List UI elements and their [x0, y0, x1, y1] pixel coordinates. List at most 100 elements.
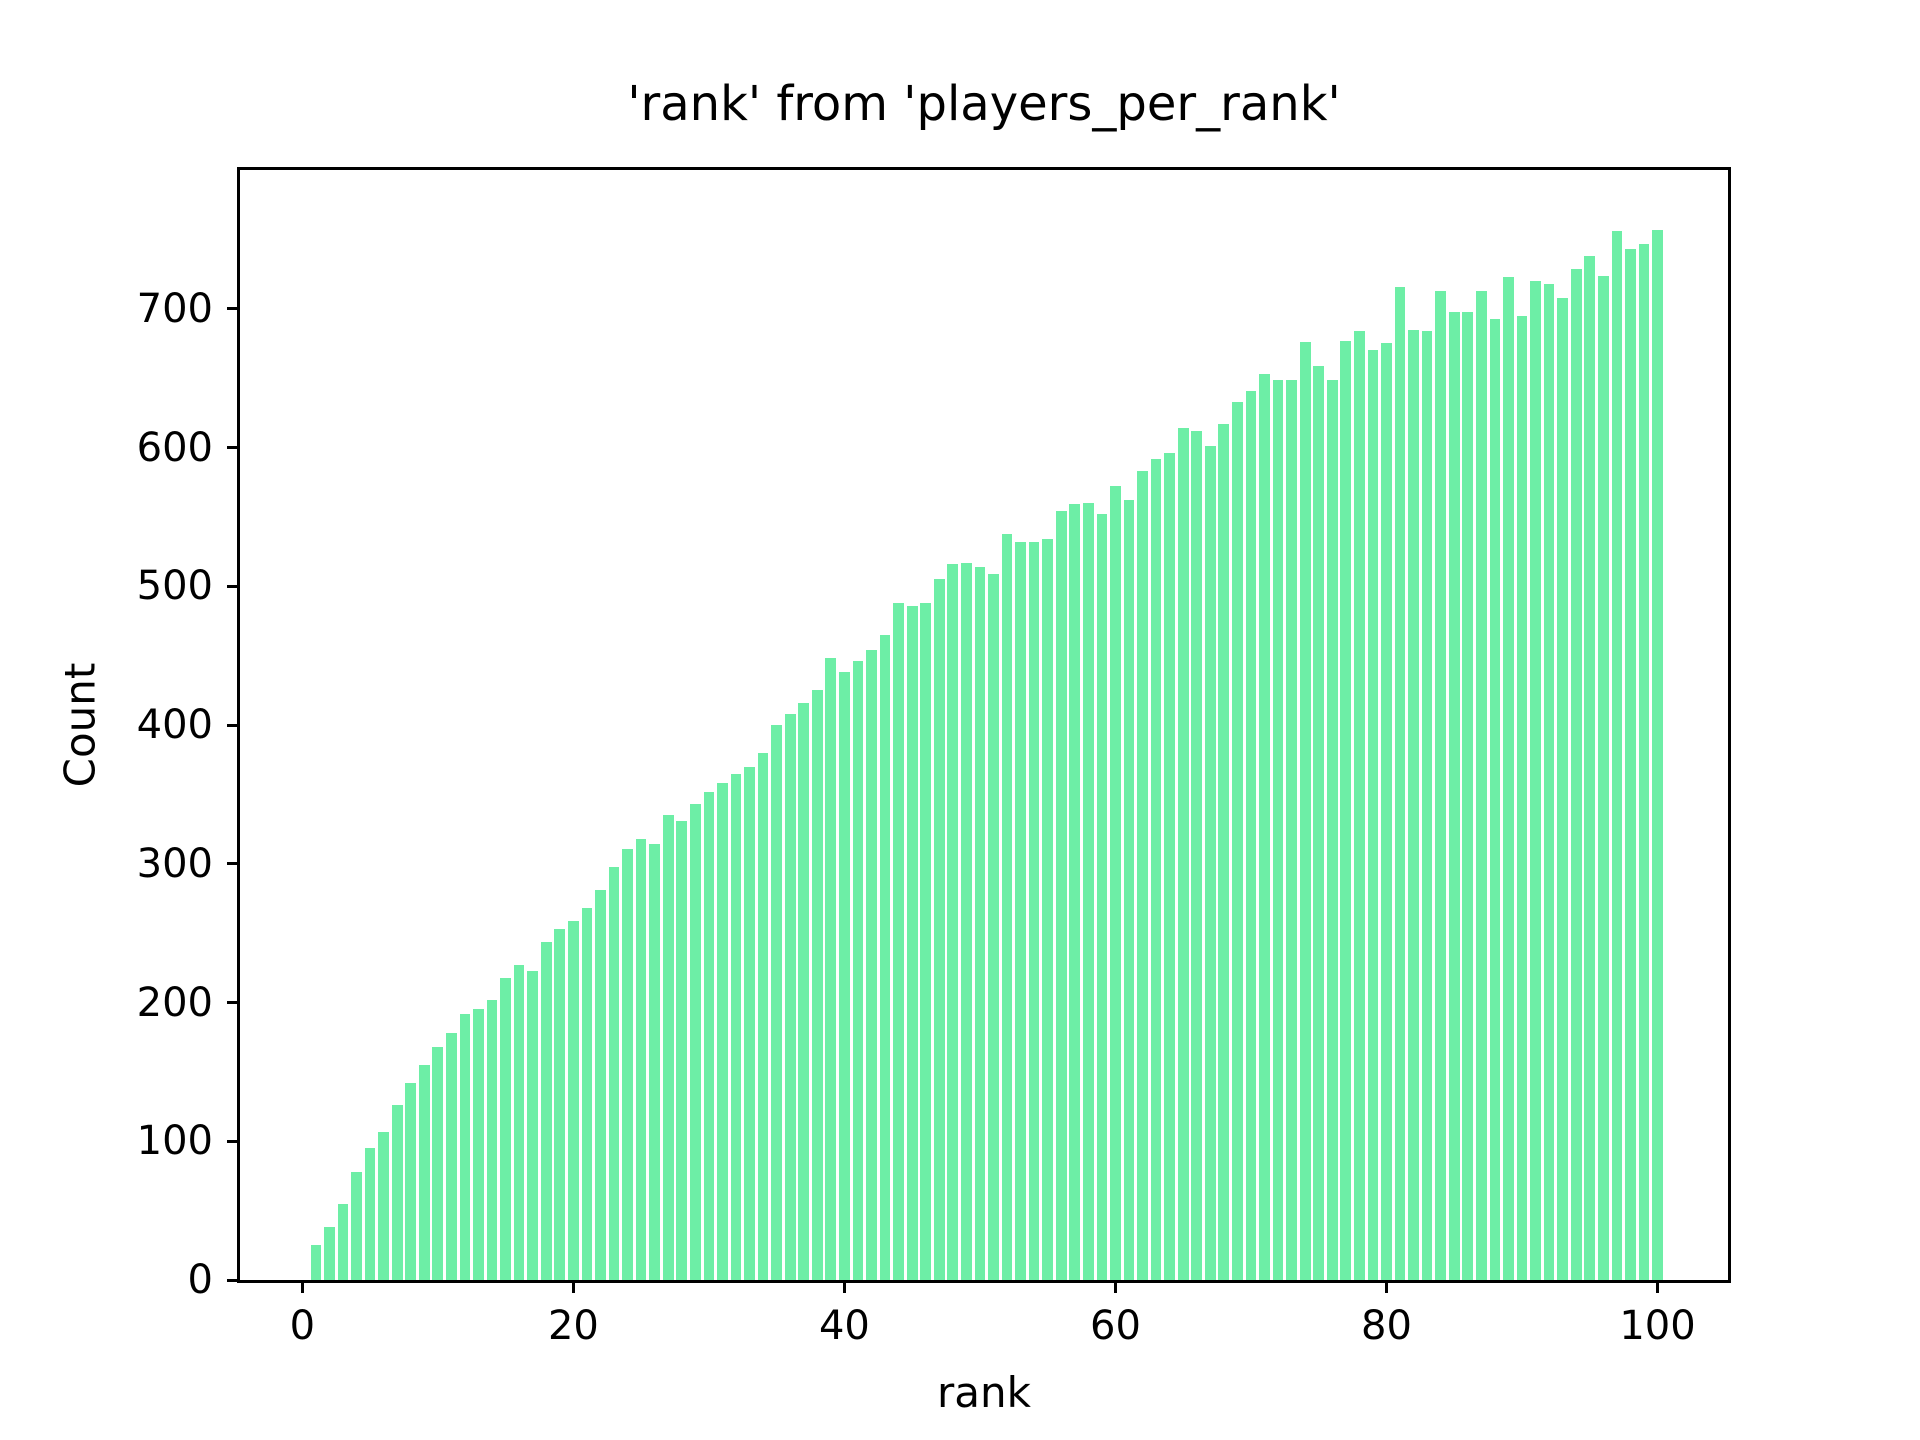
bar-rank-98 [1625, 249, 1636, 1280]
bar-rank-74 [1299, 342, 1311, 1280]
bar-rank-58 [1082, 503, 1094, 1280]
x-tick-20 [571, 1280, 575, 1293]
bar-rank-17 [527, 970, 539, 1280]
y-tick-500 [227, 584, 240, 588]
bar-rank-88 [1489, 318, 1501, 1280]
y-tick-label-500: 500 [136, 563, 213, 610]
bar-rank-63 [1150, 458, 1162, 1280]
x-tick-0 [300, 1280, 304, 1293]
bar-rank-100 [1652, 229, 1663, 1280]
bar-rank-23 [608, 866, 620, 1280]
left-spine [237, 167, 240, 1283]
bar-rank-15 [500, 977, 511, 1280]
bar-rank-24 [622, 848, 633, 1280]
bar-rank-26 [649, 844, 661, 1280]
bar-rank-3 [337, 1203, 349, 1280]
top-spine [237, 167, 1731, 170]
y-tick-label-100: 100 [136, 1118, 213, 1165]
bar-rank-33 [744, 766, 755, 1280]
x-tick-label-40: 40 [818, 1303, 870, 1349]
bar-rank-19 [554, 929, 566, 1280]
bar-rank-14 [486, 999, 498, 1280]
bar-rank-37 [798, 702, 810, 1280]
bar-rank-61 [1123, 500, 1135, 1280]
bar-rank-12 [459, 1013, 471, 1280]
bar-rank-20 [568, 920, 579, 1280]
bar-rank-94 [1570, 268, 1582, 1280]
y-tick-label-0: 0 [187, 1257, 213, 1303]
bar-rank-11 [446, 1033, 457, 1280]
bar-rank-48 [947, 564, 959, 1280]
x-axis-label: rank [937, 1368, 1031, 1417]
bar-rank-32 [730, 773, 742, 1280]
x-tick-label-80: 80 [1361, 1303, 1412, 1349]
bar-rank-41 [852, 661, 864, 1280]
bar-rank-90 [1516, 315, 1528, 1280]
x-tick-60 [1114, 1280, 1117, 1293]
bar-rank-2 [324, 1227, 335, 1280]
bar-rank-66 [1191, 430, 1203, 1280]
bar-rank-43 [879, 634, 891, 1280]
bar-rank-10 [432, 1046, 444, 1280]
bar-rank-25 [635, 838, 647, 1280]
bar-rank-64 [1164, 453, 1175, 1280]
x-tick-100 [1656, 1280, 1659, 1293]
bar-rank-52 [1001, 533, 1013, 1280]
bar-rank-55 [1042, 539, 1054, 1280]
chart-title: 'rank' from 'players_per_rank' [627, 76, 1341, 132]
bar-rank-68 [1218, 423, 1230, 1280]
bar-rank-38 [811, 690, 823, 1280]
bar-rank-99 [1638, 243, 1650, 1280]
bar-rank-31 [717, 783, 728, 1280]
bar-rank-57 [1069, 504, 1081, 1280]
bar-rank-83 [1421, 331, 1433, 1280]
y-tick-200 [227, 1001, 240, 1004]
y-tick-700 [227, 307, 240, 311]
bar-rank-81 [1394, 286, 1406, 1280]
bar-rank-77 [1340, 340, 1352, 1280]
bar-rank-4 [351, 1171, 362, 1280]
bar-rank-7 [391, 1105, 403, 1280]
y-tick-300 [227, 862, 240, 866]
x-tick-80 [1385, 1280, 1388, 1293]
y-tick-label-300: 300 [136, 840, 213, 887]
bar-rank-76 [1326, 379, 1338, 1280]
bar-rank-89 [1503, 276, 1514, 1280]
bar-rank-59 [1096, 514, 1108, 1280]
bar-rank-54 [1028, 541, 1040, 1280]
bar-rank-34 [757, 752, 769, 1281]
bar-rank-28 [676, 820, 688, 1280]
bar-rank-91 [1530, 281, 1541, 1280]
bar-rank-97 [1611, 231, 1623, 1280]
y-tick-label-600: 600 [136, 424, 213, 471]
bar-rank-35 [771, 725, 782, 1280]
bar-rank-78 [1354, 331, 1365, 1280]
bar-rank-51 [988, 573, 999, 1280]
bar-rank-46 [920, 602, 932, 1280]
bar-rank-22 [595, 890, 606, 1280]
bar-rank-53 [1015, 541, 1026, 1280]
x-tick-40 [842, 1280, 846, 1293]
bar-rank-96 [1597, 275, 1609, 1280]
bar-rank-56 [1055, 511, 1067, 1280]
bar-rank-49 [961, 562, 972, 1280]
bar-rank-16 [513, 965, 525, 1280]
y-tick-600 [227, 446, 240, 449]
y-tick-400 [227, 723, 240, 727]
bar-rank-47 [933, 579, 945, 1280]
bar-rank-79 [1367, 350, 1379, 1280]
y-tick-label-700: 700 [136, 285, 213, 332]
x-tick-label-20: 20 [547, 1303, 599, 1349]
bar-rank-44 [893, 602, 904, 1280]
bar-rank-29 [689, 804, 701, 1280]
x-tick-label-60: 60 [1090, 1303, 1141, 1349]
right-spine [1728, 167, 1731, 1283]
bar-rank-21 [581, 908, 593, 1280]
y-tick-label-400: 400 [136, 702, 213, 748]
bar-rank-13 [473, 1009, 484, 1280]
bar-rank-70 [1245, 390, 1257, 1280]
bar-rank-30 [703, 791, 715, 1280]
bar-rank-93 [1557, 297, 1568, 1280]
bar-rank-60 [1110, 486, 1121, 1280]
